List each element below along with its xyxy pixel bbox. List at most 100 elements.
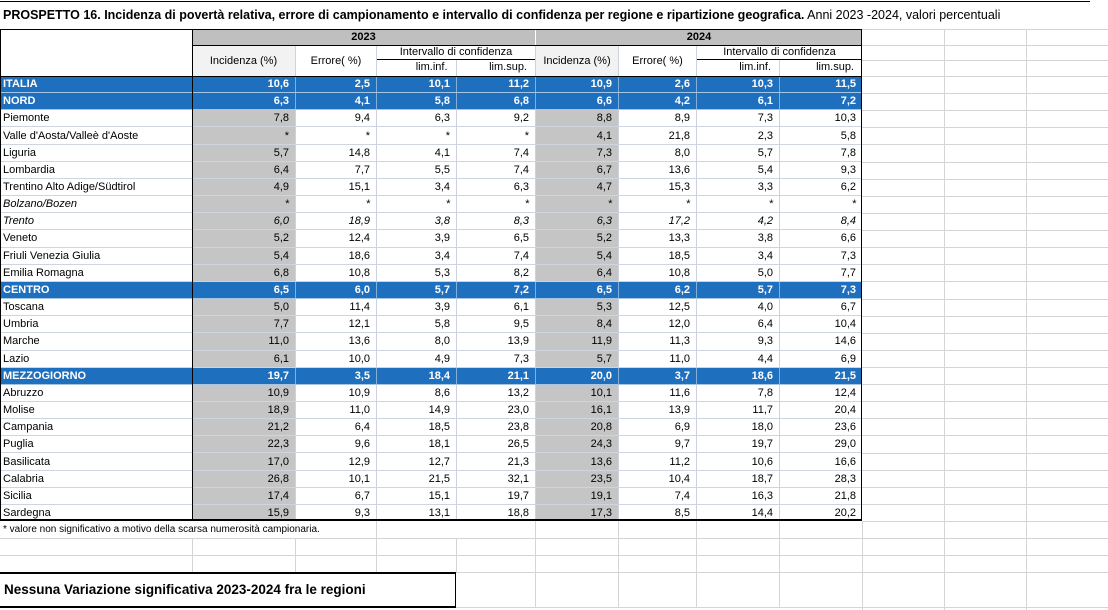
value-cell[interactable]: 5,5 [376,161,456,178]
value-cell[interactable]: * [295,127,376,144]
table-row[interactable]: Lombardia 6,4 7,7 5,5 7,4 6,7 13,6 5,4 9,3 [0,161,862,179]
region-cell[interactable]: Valle d'Aosta/Valleè d'Aoste [3,129,139,142]
value-cell[interactable]: 10,6 [267,78,289,91]
value-cell[interactable]: 12,0 [618,316,696,333]
region-cell[interactable]: Trentino Alto Adige/Südtirol [3,181,136,194]
value-cell[interactable]: 6,7 [535,161,618,178]
value-cell[interactable]: 15,1 [295,178,376,196]
value-cell[interactable]: 3,8 [696,230,779,247]
value-cell[interactable]: 6,7 [295,487,376,504]
value-cell[interactable]: 5,2 [535,230,618,247]
region-cell[interactable]: Calabria [3,472,44,485]
region-cell[interactable]: Friuli Venezia Giulia [3,249,101,262]
value-cell[interactable]: 10,3 [696,76,779,93]
region-cell[interactable]: Marche [3,335,40,348]
value-cell[interactable]: 9,2 [456,110,535,127]
value-cell[interactable]: 16,1 [535,401,618,419]
table-row[interactable]: Sardegna 15,9 9,3 13,1 18,8 17,3 8,5 14,4 20,2 [0,504,862,522]
value-cell[interactable]: 11,5 [779,76,862,93]
header-incidenza-2023[interactable]: Incidenza (%) [192,45,295,76]
value-cell[interactable]: 3,4 [376,178,456,196]
header-intervallo-2023[interactable]: Intervallo di confidenza [377,45,535,60]
value-cell[interactable]: 3,9 [376,230,456,247]
value-cell[interactable]: 8,3 [456,213,535,230]
value-cell[interactable]: 5,7 [376,281,456,299]
region-cell[interactable]: Piemonte [3,112,50,125]
value-cell[interactable]: 6,3 [273,95,289,108]
header-lim-inf-2023[interactable]: lim.inf. [415,61,448,73]
region-cell[interactable]: Bolzano/Bozen [3,198,77,211]
value-cell[interactable]: 6,4 [696,316,779,333]
value-cell[interactable]: 9,3 [779,161,862,178]
value-cell[interactable]: 10,0 [295,350,376,367]
table-row[interactable]: CENTRO 6,5 6,0 5,7 7,2 6,5 6,2 5,7 7,3 [0,281,862,300]
value-cell[interactable]: 10,4 [779,316,862,333]
value-cell[interactable]: 3,3 [696,178,779,196]
table-row[interactable]: Lazio 6,1 10,0 4,9 7,3 5,7 11,0 4,4 6,9 [0,350,862,368]
value-cell[interactable]: 24,3 [535,436,618,453]
region-cell[interactable]: Trento [3,215,34,228]
region-header-cell[interactable] [0,29,192,76]
value-cell[interactable]: 7,2 [456,281,535,299]
value-cell[interactable]: 4,0 [696,299,779,316]
value-cell[interactable]: 6,9 [618,419,696,436]
value-cell[interactable]: 8,9 [618,110,696,127]
table-row[interactable]: Valle d'Aosta/Valleè d'Aoste * * * * 4,1 21,8 2… [0,127,862,145]
header-lim-sup-2024[interactable]: lim.sup. [779,60,862,76]
value-cell[interactable]: 10,1 [295,470,376,487]
value-cell[interactable]: 17,4 [192,487,295,504]
value-cell[interactable]: 6,4 [192,161,295,178]
value-cell[interactable]: 11,0 [295,401,376,419]
region-cell[interactable]: Lombardia [3,163,55,176]
value-cell[interactable]: 8,4 [535,316,618,333]
value-cell[interactable]: 5,3 [535,299,618,316]
value-cell[interactable]: 4,1 [295,93,376,110]
value-cell[interactable]: 13,2 [456,384,535,401]
header-incidenza-2024[interactable]: Incidenza (%) [535,45,618,76]
value-cell[interactable]: 11,9 [535,333,618,350]
value-cell[interactable]: 7,3 [779,247,862,264]
value-cell[interactable]: 5,8 [376,93,456,110]
value-cell[interactable]: 15,1 [376,487,456,504]
value-cell[interactable]: 28,3 [779,470,862,487]
value-cell[interactable]: 7,3 [456,350,535,367]
region-cell[interactable]: ITALIA [3,78,38,91]
value-cell[interactable]: 5,7 [535,350,618,367]
value-cell[interactable]: 7,7 [779,264,862,281]
value-cell[interactable]: 3,9 [376,299,456,316]
value-cell[interactable]: 13,6 [535,453,618,470]
value-cell[interactable]: 18,5 [618,247,696,264]
value-cell[interactable]: 12,4 [295,230,376,247]
value-cell[interactable]: 18,7 [696,470,779,487]
value-cell[interactable]: 13,9 [456,333,535,350]
value-cell[interactable]: 5,0 [696,264,779,281]
region-cell[interactable]: Umbria [3,318,39,331]
value-cell[interactable]: 20,4 [779,401,862,419]
value-cell[interactable]: 8,2 [456,264,535,281]
value-cell[interactable]: 3,7 [618,367,696,384]
region-cell[interactable]: Abruzzo [3,386,44,399]
value-cell[interactable]: 3,4 [376,247,456,264]
value-cell[interactable]: 6,9 [779,350,862,367]
value-cell[interactable]: 21,1 [456,367,535,384]
value-cell[interactable]: 11,0 [192,333,295,350]
region-cell[interactable]: Campania [3,421,54,434]
table-row[interactable]: Bolzano/Bozen * * * * * * * * [0,196,862,214]
value-cell[interactable]: 7,8 [779,144,862,161]
value-cell[interactable]: 4,7 [535,178,618,196]
table-row[interactable]: Toscana 5,0 11,4 3,9 6,1 5,3 12,5 4,0 6,7 [0,299,862,317]
value-cell[interactable]: 6,8 [192,264,295,281]
value-cell[interactable]: * [779,196,862,213]
value-cell[interactable]: 10,1 [535,384,618,401]
footnote[interactable]: * valore non significativo a motivo dell… [3,524,320,535]
value-cell[interactable]: 7,8 [696,384,779,401]
value-cell[interactable]: 6,2 [779,178,862,196]
table-row[interactable]: MEZZOGIORNO 19,7 3,5 18,4 21,1 20,0 3,7 18,6 21,… [0,367,862,385]
value-cell[interactable]: 8,0 [376,333,456,350]
value-cell[interactable]: 4,2 [618,93,696,110]
value-cell[interactable]: * [535,196,618,213]
value-cell[interactable]: 13,3 [618,230,696,247]
value-cell[interactable]: 18,9 [192,401,295,419]
value-cell[interactable]: 14,4 [696,504,779,522]
value-cell[interactable]: 13,6 [295,333,376,350]
